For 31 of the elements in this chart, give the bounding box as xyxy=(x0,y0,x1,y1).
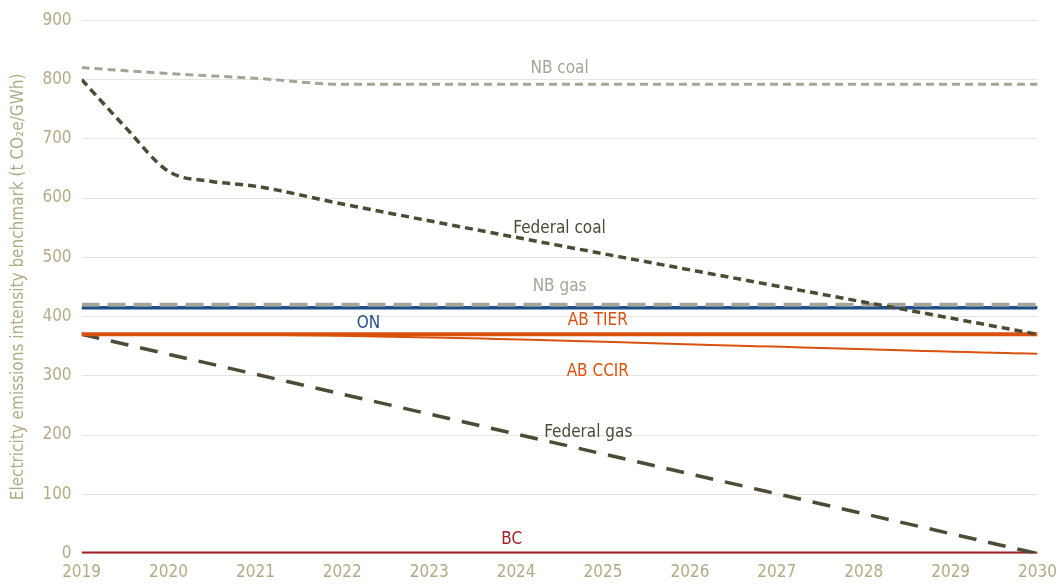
x-tick-label: 2019 xyxy=(62,561,102,582)
y-tick-label: 400 xyxy=(42,304,72,325)
x-tick-label: 2027 xyxy=(757,561,797,582)
series-label: BC xyxy=(501,528,523,549)
x-tick-label: 2020 xyxy=(149,561,188,582)
y-tick-label: 800 xyxy=(42,67,72,88)
x-tick-label: 2022 xyxy=(322,561,362,582)
y-tick-label: 0 xyxy=(61,542,72,563)
x-tick-label: 2023 xyxy=(409,561,449,582)
y-tick-label: 500 xyxy=(42,245,72,266)
y-tick-label: 900 xyxy=(42,8,72,29)
series-label: Federal coal xyxy=(513,217,606,238)
series-label: Federal gas xyxy=(544,420,633,441)
x-tick-label: 2026 xyxy=(670,561,710,582)
series-label: NB coal xyxy=(530,56,589,77)
series-label: AB CCIR xyxy=(566,360,630,381)
y-tick-label: 300 xyxy=(42,364,72,385)
x-tick-label: 2030 xyxy=(1018,561,1057,582)
y-tick-label: 600 xyxy=(42,186,72,207)
series-label: NB gas xyxy=(532,275,587,296)
series-label: AB TIER xyxy=(567,308,629,329)
x-tick-label: 2021 xyxy=(235,561,275,582)
y-tick-label: 700 xyxy=(42,127,72,148)
x-tick-label: 2025 xyxy=(583,561,623,582)
series-label: ON xyxy=(356,312,381,333)
y-tick-label: 200 xyxy=(42,423,72,444)
x-tick-label: 2028 xyxy=(844,561,884,582)
y-tick-label: 100 xyxy=(42,482,72,503)
x-tick-label: 2024 xyxy=(496,561,536,582)
y-axis-title: Electricity emissions intensity benchmark (t CO₂e/GWh) xyxy=(6,73,27,501)
x-tick-label: 2029 xyxy=(931,561,971,582)
